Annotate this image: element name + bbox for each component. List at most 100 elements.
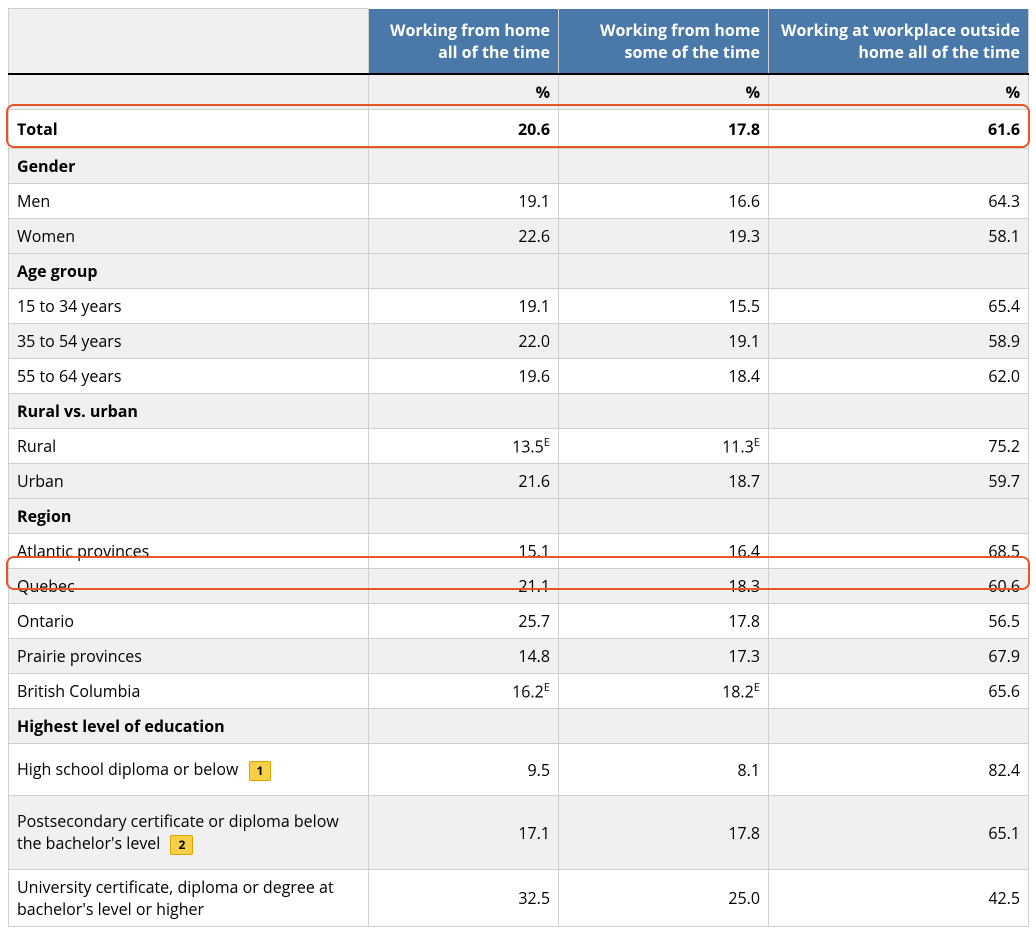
row-val: 16.6 xyxy=(559,183,769,218)
section-blank xyxy=(559,148,769,183)
section-title: Region xyxy=(9,498,369,533)
row-label: Rural xyxy=(9,428,369,463)
section-blank xyxy=(369,393,559,428)
row-label: University certificate, diploma or degre… xyxy=(9,870,369,927)
section-title: Age group xyxy=(9,253,369,288)
row-label: Postsecondary certificate or diploma bel… xyxy=(9,796,369,870)
row-label: High school diploma or below 1 xyxy=(9,744,369,796)
row-val: 18.4 xyxy=(559,358,769,393)
section-blank xyxy=(769,498,1029,533)
row-val: 21.6 xyxy=(369,463,559,498)
table-container: Working from home all of the time Workin… xyxy=(8,8,1028,927)
row-label: Women xyxy=(9,218,369,253)
table-row: University certificate, diploma or degre… xyxy=(9,870,1029,927)
row-val: 25.7 xyxy=(369,603,559,638)
section-header: Age group xyxy=(9,253,1029,288)
row-val: 25.0 xyxy=(559,870,769,927)
row-val: 68.5 xyxy=(769,533,1029,568)
row-val: 17.8 xyxy=(559,796,769,870)
row-label: Quebec xyxy=(9,568,369,603)
row-val: 62.0 xyxy=(769,358,1029,393)
units-cell: % xyxy=(559,74,769,110)
units-cell: % xyxy=(369,74,559,110)
row-val: 19.6 xyxy=(369,358,559,393)
table-row: Ontario25.717.856.5 xyxy=(9,603,1029,638)
section-header: Rural vs. urban xyxy=(9,393,1029,428)
units-row: %%% xyxy=(9,74,1029,110)
total-val-0: 20.6 xyxy=(369,109,559,148)
row-val: 16.2E xyxy=(369,673,559,708)
row-val: 22.6 xyxy=(369,218,559,253)
row-val: 22.0 xyxy=(369,323,559,358)
section-blank xyxy=(559,253,769,288)
table-row: Women22.619.358.1 xyxy=(9,218,1029,253)
section-blank xyxy=(769,393,1029,428)
row-val: 19.1 xyxy=(369,288,559,323)
row-val: 67.9 xyxy=(769,638,1029,673)
header-col-2: Working from home some of the time xyxy=(559,9,769,74)
header-col-3: Working at workplace outside home all of… xyxy=(769,9,1029,74)
section-header: Gender xyxy=(9,148,1029,183)
table-row: 35 to 54 years22.019.158.9 xyxy=(9,323,1029,358)
row-val: 75.2 xyxy=(769,428,1029,463)
data-table: Working from home all of the time Workin… xyxy=(8,8,1029,927)
header-col-1: Working from home all of the time xyxy=(369,9,559,74)
row-val: 42.5 xyxy=(769,870,1029,927)
row-val: 18.2E xyxy=(559,673,769,708)
row-label: Ontario xyxy=(9,603,369,638)
row-val: 15.5 xyxy=(559,288,769,323)
table-row: 55 to 64 years19.618.462.0 xyxy=(9,358,1029,393)
row-val: 56.5 xyxy=(769,603,1029,638)
row-label: 35 to 54 years xyxy=(9,323,369,358)
table-row: Prairie provinces14.817.367.9 xyxy=(9,638,1029,673)
row-val: 64.3 xyxy=(769,183,1029,218)
section-header: Highest level of education xyxy=(9,709,1029,744)
row-val: 65.6 xyxy=(769,673,1029,708)
total-val-1: 17.8 xyxy=(559,109,769,148)
table-row: Rural13.5E11.3E75.2 xyxy=(9,428,1029,463)
row-val: 19.3 xyxy=(559,218,769,253)
row-val: 18.7 xyxy=(559,463,769,498)
footnote-badge: 2 xyxy=(170,835,193,855)
section-blank xyxy=(369,709,559,744)
units-blank xyxy=(9,74,369,110)
row-val: 11.3E xyxy=(559,428,769,463)
section-blank xyxy=(369,148,559,183)
total-val-2: 61.6 xyxy=(769,109,1029,148)
table-row: 15 to 34 years19.115.565.4 xyxy=(9,288,1029,323)
row-val: 65.4 xyxy=(769,288,1029,323)
row-label: 55 to 64 years xyxy=(9,358,369,393)
section-title: Rural vs. urban xyxy=(9,393,369,428)
total-row: Total20.617.861.6 xyxy=(9,109,1029,148)
section-blank xyxy=(769,148,1029,183)
row-val: 9.5 xyxy=(369,744,559,796)
section-blank xyxy=(559,393,769,428)
row-label: Prairie provinces xyxy=(9,638,369,673)
header-blank xyxy=(9,9,369,74)
table-row: Men19.116.664.3 xyxy=(9,183,1029,218)
table-row: Atlantic provinces15.116.468.5 xyxy=(9,533,1029,568)
row-val: 59.7 xyxy=(769,463,1029,498)
row-val: 17.3 xyxy=(559,638,769,673)
row-val: 15.1 xyxy=(369,533,559,568)
section-header: Region xyxy=(9,498,1029,533)
table-row: Postsecondary certificate or diploma bel… xyxy=(9,796,1029,870)
row-val: 58.1 xyxy=(769,218,1029,253)
row-val: 16.4 xyxy=(559,533,769,568)
section-blank xyxy=(559,709,769,744)
row-label: Atlantic provinces xyxy=(9,533,369,568)
footnote-badge: 1 xyxy=(249,761,272,781)
table-row: High school diploma or below 19.58.182.4 xyxy=(9,744,1029,796)
units-cell: % xyxy=(769,74,1029,110)
header-row: Working from home all of the time Workin… xyxy=(9,9,1029,74)
row-val: 19.1 xyxy=(559,323,769,358)
row-val: 32.5 xyxy=(369,870,559,927)
table-row: Quebec21.118.360.6 xyxy=(9,568,1029,603)
row-val: 82.4 xyxy=(769,744,1029,796)
row-val: 14.8 xyxy=(369,638,559,673)
row-val: 8.1 xyxy=(559,744,769,796)
section-blank xyxy=(369,253,559,288)
row-val: 65.1 xyxy=(769,796,1029,870)
row-val: 18.3 xyxy=(559,568,769,603)
row-label: British Columbia xyxy=(9,673,369,708)
